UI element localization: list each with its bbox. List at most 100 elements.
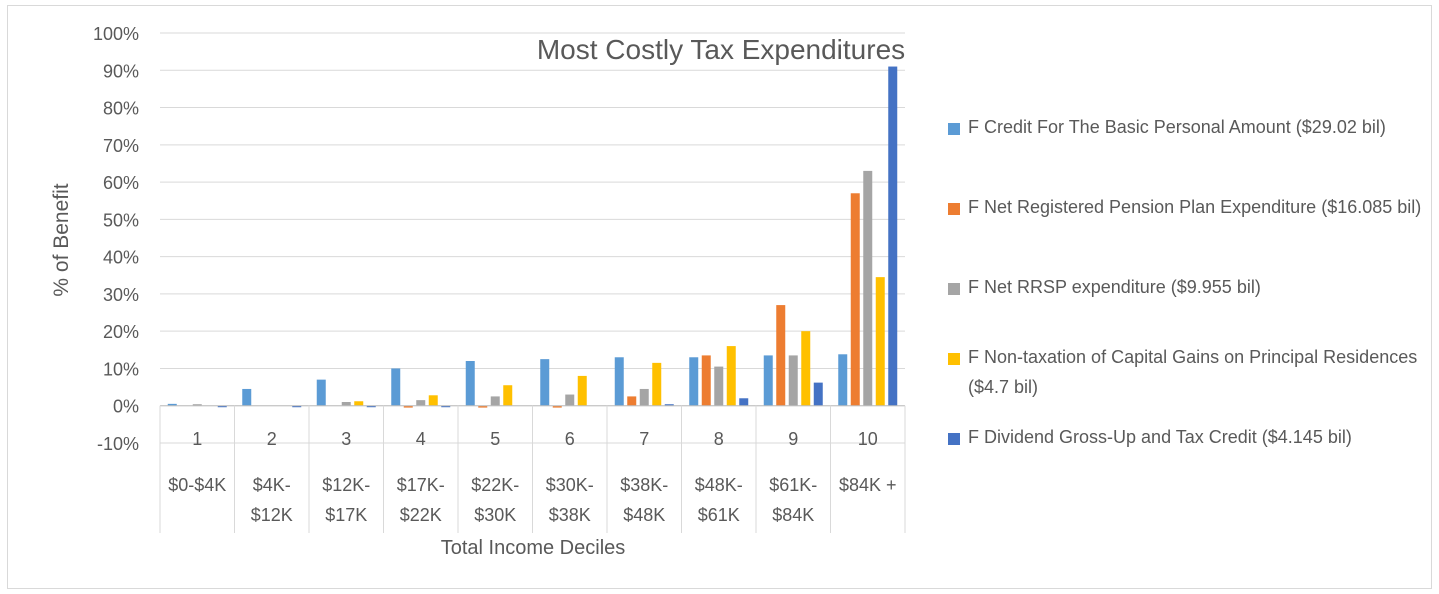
bar — [192, 404, 202, 406]
legend-item: F Credit For The Basic Personal Amount (… — [948, 117, 1428, 142]
y-axis-label: % of Benefit — [50, 183, 73, 296]
y-tick-label: 40% — [103, 248, 139, 268]
y-tick-label: 50% — [103, 210, 139, 230]
x-range-label: $84K + — [839, 475, 897, 495]
legend-item: F Dividend Gross-Up and Tax Credit ($4.1… — [948, 427, 1428, 452]
x-tick-label: 8 — [714, 429, 724, 449]
y-tick-label: 80% — [103, 99, 139, 119]
bar — [739, 398, 749, 406]
legend-item: F Non-taxation of Capital Gains on Princ… — [948, 347, 1428, 402]
chart-frame — [7, 5, 1432, 589]
x-range-label: $38K- — [620, 475, 668, 495]
legend-label: F Net Registered Pension Plan Expenditur… — [968, 197, 1422, 217]
x-tick-label: 10 — [858, 429, 878, 449]
legend-item: F Net RRSP expenditure ($9.955 bil) — [948, 277, 1428, 302]
x-axis-label: Total Income Deciles — [441, 537, 626, 559]
bar — [726, 346, 736, 406]
bar — [416, 400, 426, 406]
y-tick-label: 100% — [93, 24, 139, 44]
axes: -10% 0% 10% 20% 30% 40% 50% 60% 70% 80% 90% 100% 1 $0… — [93, 24, 906, 533]
x-range-label: $0-$4K — [168, 475, 226, 495]
legend-label: F Dividend Gross-Up and Tax Credit ($4.1… — [968, 427, 1352, 447]
legend-item: F Net Registered Pension Plan Expenditur… — [948, 197, 1428, 222]
bar — [540, 359, 550, 406]
bar — [465, 361, 475, 406]
x-range-label: $61K- — [769, 475, 817, 495]
bar — [316, 379, 326, 406]
legend-label: F Credit For The Basic Personal Amount (… — [968, 117, 1386, 137]
bar — [788, 355, 798, 406]
bar — [701, 355, 711, 406]
bar — [639, 388, 649, 406]
y-tick-label: 60% — [103, 173, 139, 193]
bar — [354, 401, 364, 406]
x-range-label: $38K — [549, 505, 591, 525]
bar — [577, 375, 587, 406]
bar — [714, 366, 724, 406]
bar — [664, 404, 674, 406]
bar — [292, 405, 302, 408]
bar — [366, 405, 376, 408]
bar — [167, 403, 177, 406]
y-tick-label: -10% — [97, 434, 139, 454]
x-tick-label: 9 — [788, 429, 798, 449]
y-tick-label: 30% — [103, 285, 139, 305]
x-tick-label: 5 — [490, 429, 500, 449]
bar — [850, 193, 860, 406]
x-range-label: $84K — [772, 505, 814, 525]
bar — [875, 277, 885, 406]
bar — [863, 170, 873, 406]
legend-swatch — [948, 433, 960, 445]
bar — [428, 395, 438, 406]
bar — [242, 388, 252, 406]
legend-swatch — [948, 123, 960, 135]
x-range-label: $17K — [325, 505, 367, 525]
x-range-label: $30K — [474, 505, 516, 525]
bar — [888, 66, 898, 406]
bar — [217, 405, 227, 408]
y-tick-label: 90% — [103, 61, 139, 81]
bar — [614, 357, 624, 406]
bar — [478, 405, 488, 408]
bar — [627, 396, 637, 406]
x-tick-label: 2 — [267, 429, 277, 449]
x-range-label: $12K- — [322, 475, 370, 495]
bar — [403, 405, 413, 408]
bar — [763, 355, 773, 406]
x-range-label: $22K- — [471, 475, 519, 495]
x-tick-label: 3 — [341, 429, 351, 449]
bars — [167, 66, 898, 408]
bar — [441, 405, 451, 408]
bar — [503, 385, 513, 406]
legend-swatch — [948, 283, 960, 295]
bar — [565, 394, 575, 406]
bar — [801, 331, 811, 406]
bar — [652, 362, 662, 406]
x-range-label: $48K — [623, 505, 665, 525]
x-tick-label: 6 — [565, 429, 575, 449]
x-tick-label: 4 — [416, 429, 426, 449]
legend-label: F Net RRSP expenditure ($9.955 bil) — [968, 277, 1261, 297]
x-range-label: $4K- — [253, 475, 291, 495]
x-range-label: $48K- — [695, 475, 743, 495]
x-range-label: $17K- — [397, 475, 445, 495]
x-range-label: $12K — [251, 505, 293, 525]
chart-title: Most Costly Tax Expenditures — [537, 34, 905, 65]
bar — [490, 396, 500, 406]
y-tick-label: 10% — [103, 359, 139, 379]
legend-swatch — [948, 203, 960, 215]
y-tick-label: 70% — [103, 136, 139, 156]
bar — [776, 305, 786, 406]
bar — [341, 402, 351, 406]
x-range-label: $22K — [400, 505, 442, 525]
x-range-label: $61K — [698, 505, 740, 525]
legend-swatch — [948, 353, 960, 365]
x-range-label: $30K- — [546, 475, 594, 495]
legend-label: F Non-taxation of Capital Gains on Princ… — [968, 347, 1418, 397]
x-tick-label: 7 — [639, 429, 649, 449]
bar — [552, 405, 562, 408]
y-tick-label: 0% — [113, 397, 139, 417]
y-tick-label: 20% — [103, 322, 139, 342]
x-tick-label: 1 — [192, 429, 202, 449]
